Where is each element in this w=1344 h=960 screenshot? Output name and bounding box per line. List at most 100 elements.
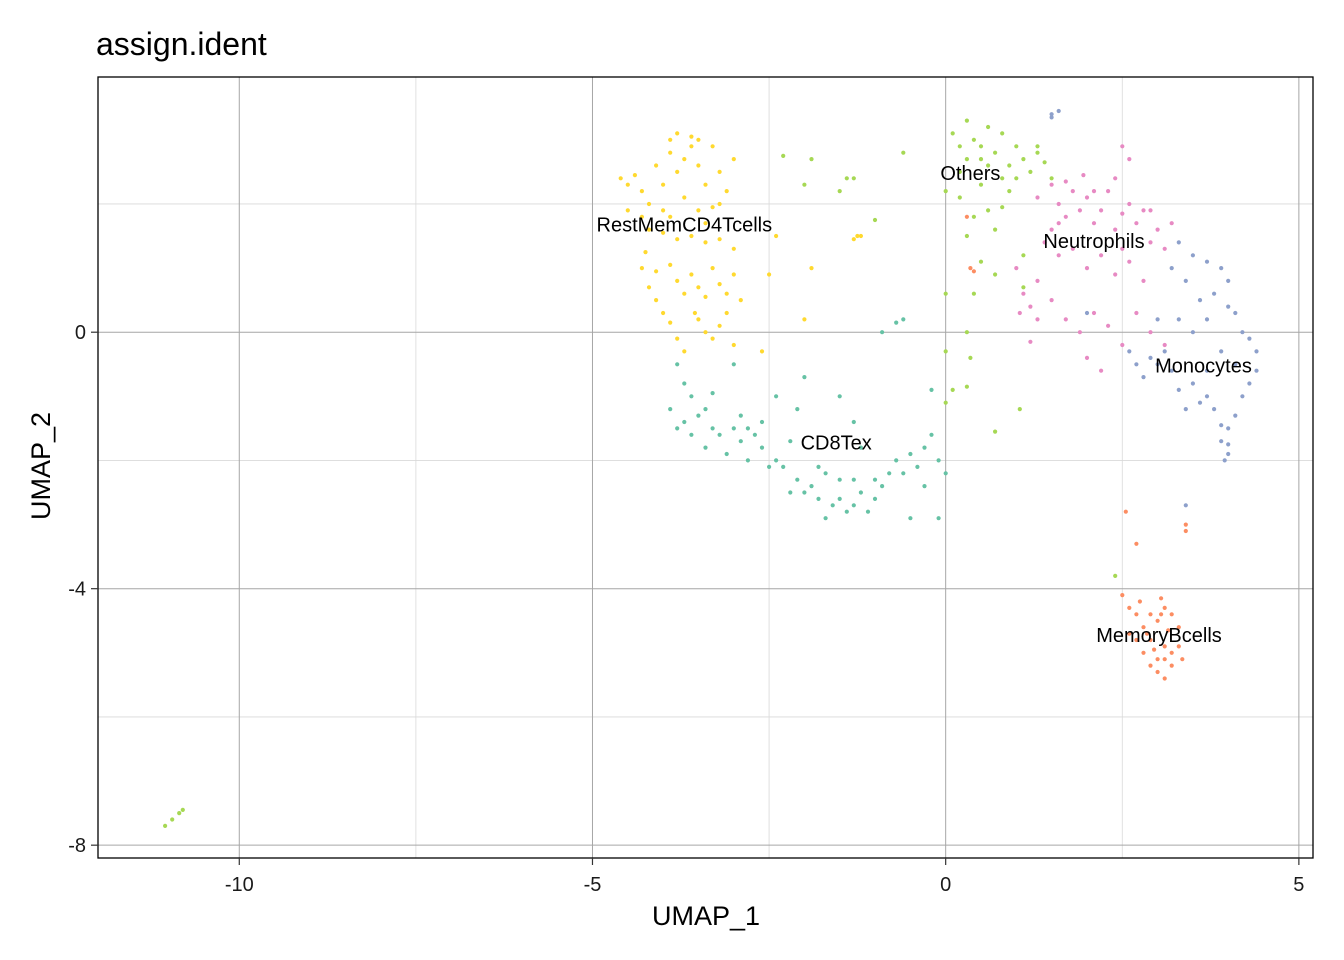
data-point [1148, 330, 1153, 335]
data-point [689, 272, 694, 277]
data-point [971, 269, 977, 274]
data-point [1123, 509, 1128, 514]
data-point [675, 426, 680, 431]
data-point [1113, 176, 1118, 181]
data-point [180, 807, 185, 813]
data-point [887, 471, 892, 476]
data-point [1035, 195, 1040, 200]
data-point [816, 464, 821, 469]
data-point [1120, 593, 1125, 598]
data-point [993, 227, 998, 232]
data-point [745, 458, 751, 463]
data-point [731, 157, 736, 162]
data-point [795, 407, 800, 412]
data-point [964, 233, 970, 239]
data-point [858, 490, 864, 495]
data-point [682, 349, 687, 354]
data-point [654, 163, 659, 168]
cluster-monocytes-points [1049, 108, 1259, 508]
data-point [1162, 349, 1167, 354]
data-point [1077, 208, 1082, 213]
data-point [1219, 439, 1224, 444]
data-point [1152, 647, 1157, 652]
data-point [950, 131, 955, 136]
data-point [1049, 182, 1054, 187]
data-point [1017, 310, 1022, 316]
x-tick-label: 0 [940, 874, 951, 896]
cluster-label: Monocytes [1155, 356, 1252, 378]
data-point [1127, 157, 1132, 162]
data-point [1077, 330, 1082, 335]
data-point [1159, 596, 1164, 601]
y-axis-title: UMAP_2 [26, 412, 56, 520]
data-point [639, 214, 645, 219]
data-point [809, 266, 814, 271]
data-point [1162, 605, 1167, 611]
data-point [1035, 278, 1040, 283]
data-point [1155, 317, 1160, 322]
data-point [625, 208, 630, 213]
data-point [1099, 253, 1104, 258]
data-point [1183, 528, 1188, 534]
cluster-restmemcd4tcells-points [618, 131, 864, 354]
data-point [858, 233, 864, 239]
data-point [717, 237, 722, 242]
data-point [1081, 173, 1086, 178]
data-point [1014, 266, 1019, 271]
data-point [1042, 160, 1047, 165]
data-point [696, 208, 701, 213]
data-point [643, 250, 648, 255]
data-point [802, 317, 807, 322]
data-point [894, 320, 899, 325]
data-point [802, 182, 807, 187]
data-point [1021, 157, 1026, 162]
data-point [964, 330, 970, 335]
data-point [1056, 201, 1061, 207]
data-point [1226, 451, 1231, 457]
data-point [1035, 144, 1040, 149]
data-point [1035, 317, 1040, 322]
data-point [1007, 189, 1012, 194]
data-point [1134, 362, 1139, 367]
data-point [901, 150, 906, 155]
data-point [689, 394, 694, 399]
data-point [851, 503, 856, 508]
data-point [851, 419, 856, 425]
data-point [654, 269, 659, 274]
data-point [646, 201, 652, 207]
data-point [964, 157, 970, 162]
data-point [745, 426, 751, 431]
data-point [682, 381, 687, 386]
data-point [717, 282, 722, 287]
data-point [922, 445, 927, 450]
data-point [1212, 407, 1217, 412]
data-point [689, 134, 694, 139]
data-point [1190, 330, 1195, 335]
data-point [1049, 298, 1054, 303]
data-point [692, 310, 698, 316]
data-point [1226, 442, 1231, 447]
data-point [696, 285, 701, 290]
data-point [682, 157, 687, 162]
data-point [971, 137, 977, 142]
data-point [872, 496, 878, 501]
data-point [823, 471, 828, 476]
data-point [1155, 669, 1160, 675]
data-point [1204, 317, 1210, 322]
data-point [661, 182, 666, 187]
data-point [1017, 407, 1022, 412]
data-point [1162, 644, 1167, 649]
data-point [661, 208, 666, 213]
data-point [703, 407, 708, 412]
data-point [1197, 400, 1203, 405]
data-point [922, 484, 927, 489]
data-point [830, 503, 835, 508]
data-point [675, 336, 680, 341]
y-tick-label: -4 [68, 579, 86, 601]
data-point [1155, 618, 1160, 623]
data-point [696, 163, 701, 168]
data-point [1176, 240, 1181, 245]
data-point [1021, 291, 1026, 296]
data-point [1113, 272, 1118, 277]
